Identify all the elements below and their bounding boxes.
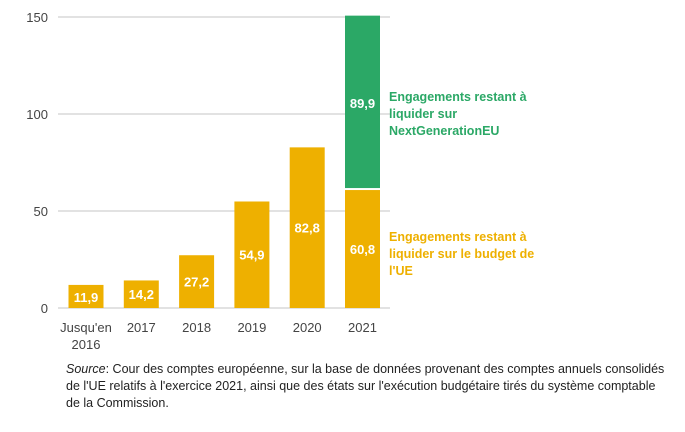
bar-nextgenerationeu bbox=[345, 15, 380, 189]
data-label: 54,9 bbox=[239, 248, 264, 263]
legend-eu-budget: Engagements restant à liquider sur le bu… bbox=[389, 230, 535, 278]
bar-eu-budget bbox=[345, 190, 380, 308]
bar-eu-budget bbox=[289, 147, 325, 308]
x-tick-label: 2019 bbox=[237, 320, 266, 335]
x-tick-label: 2018 bbox=[182, 320, 211, 335]
data-label: 60,8 bbox=[350, 242, 375, 257]
bar-chart: 0 50 100 150 11,9 Jusqu'en 2016 14,2 2017 27,2 201… bbox=[26, 10, 390, 352]
y-tick-label: 100 bbox=[26, 107, 48, 122]
x-tick-label: 2020 bbox=[293, 320, 322, 335]
source-note: Source: Cour des comptes européenne, sur… bbox=[66, 361, 666, 412]
bar-eu-budget bbox=[68, 284, 104, 308]
x-tick-label: 2016 bbox=[72, 337, 101, 352]
bar-eu-budget bbox=[123, 280, 159, 308]
data-label: 27,2 bbox=[184, 275, 209, 290]
bar-eu-budget bbox=[234, 201, 270, 308]
data-label: 89,9 bbox=[350, 96, 375, 111]
source-label: Source bbox=[66, 362, 106, 376]
data-label: 11,9 bbox=[74, 290, 99, 305]
source-text: : Cour des comptes européenne, sur la ba… bbox=[66, 362, 665, 410]
y-tick-label: 0 bbox=[41, 301, 48, 316]
x-tick-label: Jusqu'en bbox=[60, 320, 112, 335]
legend-nextgenerationeu: Engagements restant à liquider sur NextG… bbox=[389, 90, 527, 138]
y-tick-label: 150 bbox=[26, 10, 48, 25]
y-tick-label: 50 bbox=[34, 204, 48, 219]
x-tick-label: 2021 bbox=[348, 320, 377, 335]
data-label: 14,2 bbox=[129, 287, 154, 302]
data-label: 82,8 bbox=[295, 221, 320, 236]
x-tick-label: 2017 bbox=[127, 320, 156, 335]
bar-eu-budget bbox=[179, 255, 215, 308]
